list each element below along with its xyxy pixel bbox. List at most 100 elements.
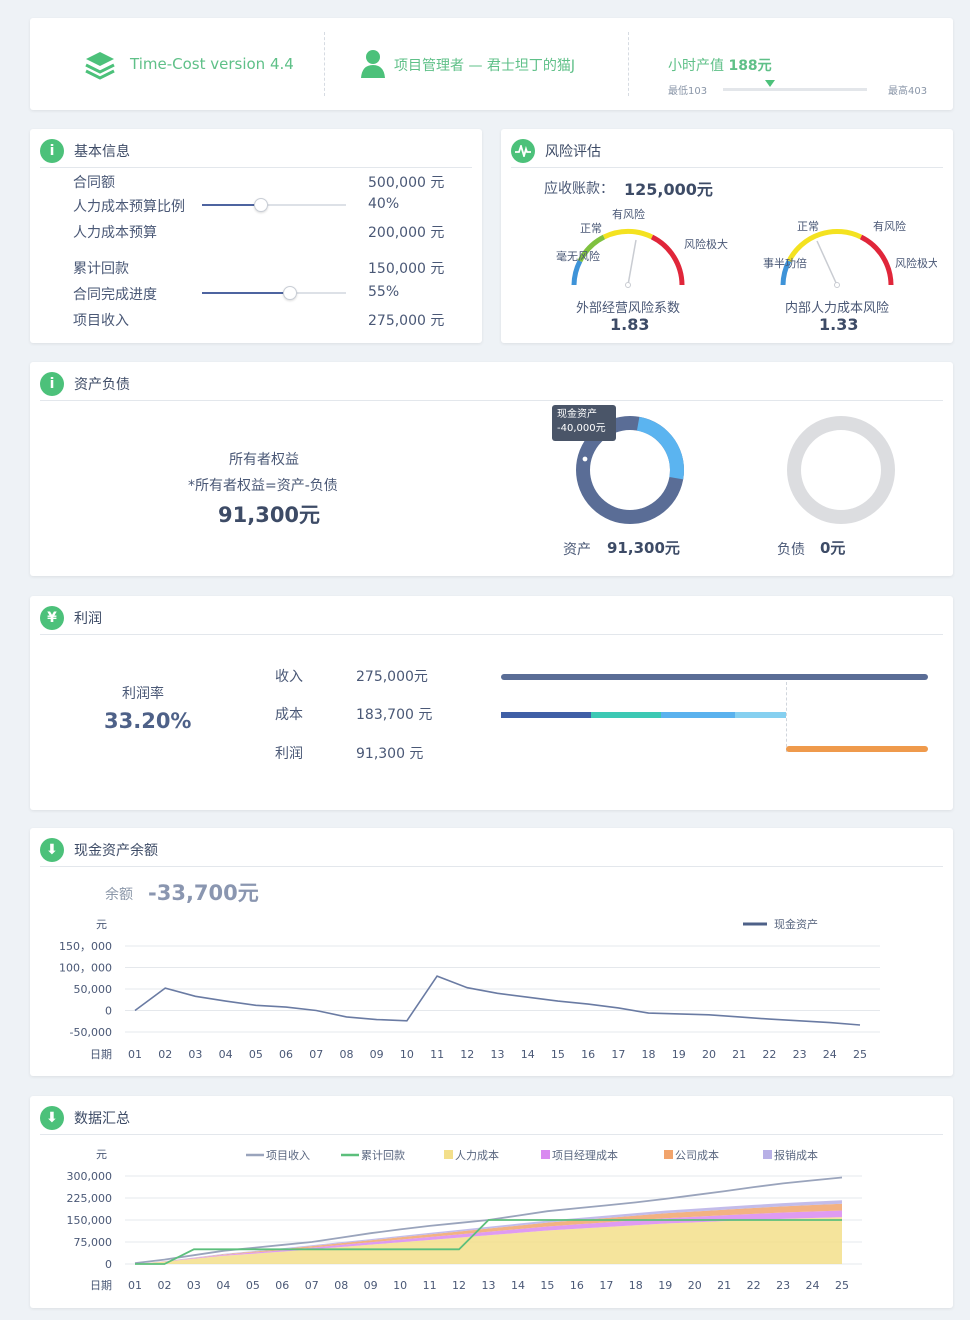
asset-donut-accent bbox=[636, 416, 684, 480]
gauge-external-value: 1.83 bbox=[610, 315, 650, 334]
area-series bbox=[135, 1200, 842, 1264]
y-tick-label: 75,000 bbox=[74, 1236, 113, 1249]
x-tick-label: 10 bbox=[400, 1048, 414, 1061]
y-axis-unit: 元 bbox=[96, 1148, 107, 1161]
profit-row-label: 成本 bbox=[275, 707, 303, 723]
x-tick-label: 20 bbox=[688, 1279, 702, 1292]
row-value: 500,000 元 bbox=[368, 175, 445, 191]
assets-card: i 资产负债 所有者权益 *所有者权益=资产-负债 91,300元 现金资产 -… bbox=[30, 362, 953, 576]
row-value: 40% bbox=[368, 196, 400, 212]
gauge-internal: 事半功倍 正常 有风险 风险极大 bbox=[763, 219, 937, 288]
gauge-label-low: 事半功倍 bbox=[763, 256, 807, 270]
summary-card: ⬇ 数据汇总 元 300,000 225,000 150,000 75,000 0 日期 01… bbox=[30, 1096, 953, 1308]
asset-label: 资产 bbox=[563, 542, 591, 558]
gauge-seg-blue bbox=[780, 259, 792, 286]
asset-value: 91,300元 bbox=[607, 539, 680, 557]
top-bar: Time-Cost version 4.4 项目管理者 — 君士坦丁的猫J 小时… bbox=[30, 18, 953, 110]
x-tick-label: 01 bbox=[128, 1279, 142, 1292]
x-tick-label: 05 bbox=[246, 1279, 260, 1292]
asset-donut[interactable] bbox=[565, 405, 695, 535]
slider-knob[interactable] bbox=[283, 286, 297, 300]
y-tick-label: 100，000 bbox=[59, 962, 112, 975]
y-tick-label: 0 bbox=[105, 1258, 112, 1271]
equity-value: 91,300元 bbox=[218, 503, 321, 527]
labor-ratio-slider[interactable] bbox=[202, 198, 346, 212]
area-series bbox=[135, 1203, 842, 1264]
hourly-min: 最低103 bbox=[668, 86, 708, 97]
x-tick-label: 16 bbox=[581, 1048, 595, 1061]
hourly-track bbox=[723, 88, 867, 91]
x-tick-label: 14 bbox=[521, 1048, 535, 1061]
gauge-label-normal: 正常 bbox=[797, 220, 819, 233]
profit-row-value: 183,700 元 bbox=[356, 707, 433, 723]
profit-row-label: 收入 bbox=[275, 669, 303, 685]
divider bbox=[324, 32, 325, 96]
user-icon bbox=[361, 50, 385, 78]
legend-label: 公司成本 bbox=[675, 1148, 719, 1162]
x-tick-label: 07 bbox=[309, 1048, 323, 1061]
x-axis-label: 日期 bbox=[90, 1048, 112, 1061]
x-tick-label: 01 bbox=[128, 1048, 142, 1061]
assets-header: i 资产负债 bbox=[40, 368, 943, 401]
legend-label: 项目经理成本 bbox=[552, 1148, 618, 1162]
gauge-needle bbox=[627, 239, 637, 286]
progress-slider[interactable] bbox=[202, 286, 346, 300]
assets-title: 资产负债 bbox=[74, 377, 130, 393]
gauge-label-risk: 有风险 bbox=[873, 219, 906, 233]
receivable-label: 应收账款： bbox=[544, 181, 614, 197]
legend-label: 现金资产 bbox=[774, 917, 818, 931]
download-icon: ⬇ bbox=[40, 838, 64, 862]
legend-swatch bbox=[763, 1150, 772, 1159]
y-tick-label: 150，000 bbox=[59, 940, 112, 953]
cost-bar-segment bbox=[591, 712, 661, 718]
x-tick-label: 21 bbox=[717, 1279, 731, 1292]
x-tick-label: 07 bbox=[305, 1279, 319, 1292]
gauge-seg-red bbox=[650, 234, 685, 286]
x-tick-label: 18 bbox=[642, 1048, 656, 1061]
income-bar bbox=[501, 674, 928, 680]
gauge-seg-blue bbox=[571, 259, 583, 286]
profit-title: 利润 bbox=[74, 611, 102, 627]
tooltip-value: -40,000元 bbox=[557, 423, 606, 434]
liability-donut[interactable] bbox=[776, 405, 906, 535]
slider-fill bbox=[202, 204, 260, 206]
hourly-value: 188元 bbox=[728, 58, 772, 74]
row-label: 合同额 bbox=[73, 175, 115, 191]
receivable-value: 125,000元 bbox=[624, 180, 713, 199]
slider-knob[interactable] bbox=[254, 198, 268, 212]
hourly-marker-icon bbox=[765, 80, 775, 87]
balance-value: -33,700元 bbox=[148, 881, 259, 905]
cash-card: ⬇ 现金资产余额 余额 -33,700元 元 150，000 100，000 50,0… bbox=[30, 828, 953, 1076]
x-tick-label: 04 bbox=[216, 1279, 230, 1292]
x-tick-label: 25 bbox=[853, 1048, 867, 1061]
x-tick-label: 15 bbox=[540, 1279, 554, 1292]
gauge-internal-value: 1.33 bbox=[819, 315, 859, 334]
x-tick-label: 02 bbox=[158, 1048, 172, 1061]
line-series bbox=[135, 1219, 842, 1265]
x-tick-label: 05 bbox=[249, 1048, 263, 1061]
x-tick-label: 20 bbox=[702, 1048, 716, 1061]
profit-guide-line bbox=[786, 682, 788, 752]
x-tick-label: 08 bbox=[339, 1048, 353, 1061]
y-tick-label: 150,000 bbox=[67, 1214, 113, 1227]
legend-label: 人力成本 bbox=[455, 1148, 499, 1162]
profit-rate-value: 33.20% bbox=[104, 709, 192, 733]
x-tick-label: 12 bbox=[452, 1279, 466, 1292]
yen-icon: ¥ bbox=[40, 606, 64, 630]
area-series bbox=[135, 1217, 842, 1264]
cost-bar-segment bbox=[660, 712, 736, 718]
gauge-needle bbox=[816, 240, 838, 286]
risk-title: 风险评估 bbox=[545, 144, 601, 160]
summary-chart: 元 300,000 225,000 150,000 75,000 0 日期 01 02 03 04 0… bbox=[67, 1148, 862, 1292]
role-text: 项目管理者 — 君士坦丁的猫J bbox=[394, 58, 576, 74]
y-tick-label: 225,000 bbox=[67, 1192, 113, 1205]
row-value: 150,000 元 bbox=[368, 261, 445, 277]
gauge-external: 毫无风险 正常 有风险 风险极大 bbox=[556, 207, 728, 288]
gauge-label-high: 风险极大 bbox=[684, 237, 728, 251]
cash-header: ⬇ 现金资产余额 bbox=[40, 834, 943, 867]
x-tick-label: 10 bbox=[393, 1279, 407, 1292]
x-tick-label: 22 bbox=[762, 1048, 776, 1061]
x-tick-label: 13 bbox=[491, 1048, 505, 1061]
legend-swatch bbox=[444, 1150, 453, 1159]
app-title: Time-Cost version 4.4 bbox=[130, 55, 294, 73]
